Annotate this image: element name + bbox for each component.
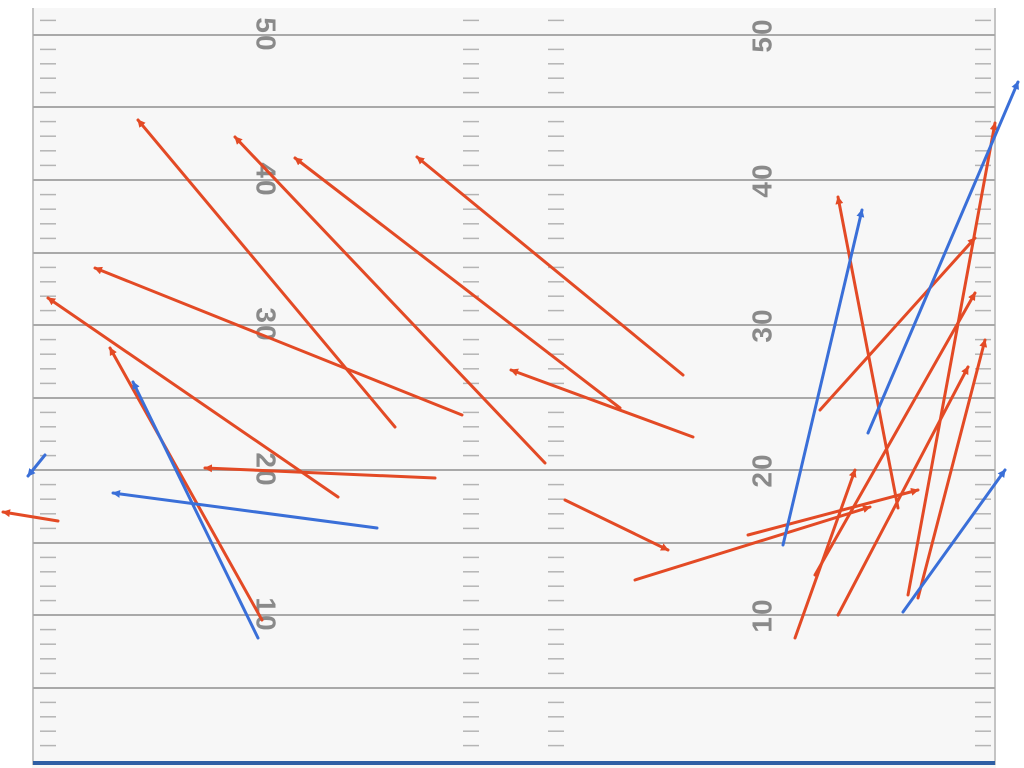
route-arrow-red xyxy=(818,236,977,412)
yard-number-right: 10 xyxy=(746,597,777,632)
route-arrow-blue xyxy=(111,489,379,530)
route-arrow-red xyxy=(793,468,857,640)
route-arrow-blue xyxy=(26,453,47,478)
yard-number-right: 20 xyxy=(746,452,777,487)
route-arrow-blue xyxy=(781,208,865,547)
route-arrow-red xyxy=(1,509,60,523)
route-arrow-red xyxy=(46,296,340,499)
route-arrow-red xyxy=(836,365,970,617)
route-arrow-red xyxy=(746,487,920,537)
yard-number-right: 40 xyxy=(746,162,777,197)
route-arrow-blue xyxy=(131,380,260,640)
route-arrow-red xyxy=(813,291,977,577)
route-arrow-red xyxy=(293,156,622,410)
route-arrow-red xyxy=(136,118,397,429)
route-arrow-red xyxy=(108,346,264,622)
route-arrow-red xyxy=(906,121,998,597)
route-arrow-red xyxy=(93,266,464,417)
routes xyxy=(1,80,1020,640)
route-arrow-blue xyxy=(866,80,1020,435)
route-arrow-red xyxy=(835,195,900,510)
hash-marks xyxy=(40,19,991,747)
route-arrow-red xyxy=(203,464,437,480)
route-arrow-red xyxy=(233,135,547,465)
route-arrow-red xyxy=(415,155,685,377)
yard-number-right: 50 xyxy=(746,17,777,52)
route-arrow-blue xyxy=(901,468,1007,614)
route-arrow-red xyxy=(509,368,695,439)
field-surface xyxy=(32,8,996,768)
yard-number-left: 50 xyxy=(251,17,282,52)
yard-number-left: 10 xyxy=(251,597,282,632)
route-arrow-red xyxy=(563,498,670,552)
route-arrow-red xyxy=(916,338,988,600)
route-arrow-red xyxy=(633,505,872,582)
yard-number-right: 30 xyxy=(746,307,777,342)
